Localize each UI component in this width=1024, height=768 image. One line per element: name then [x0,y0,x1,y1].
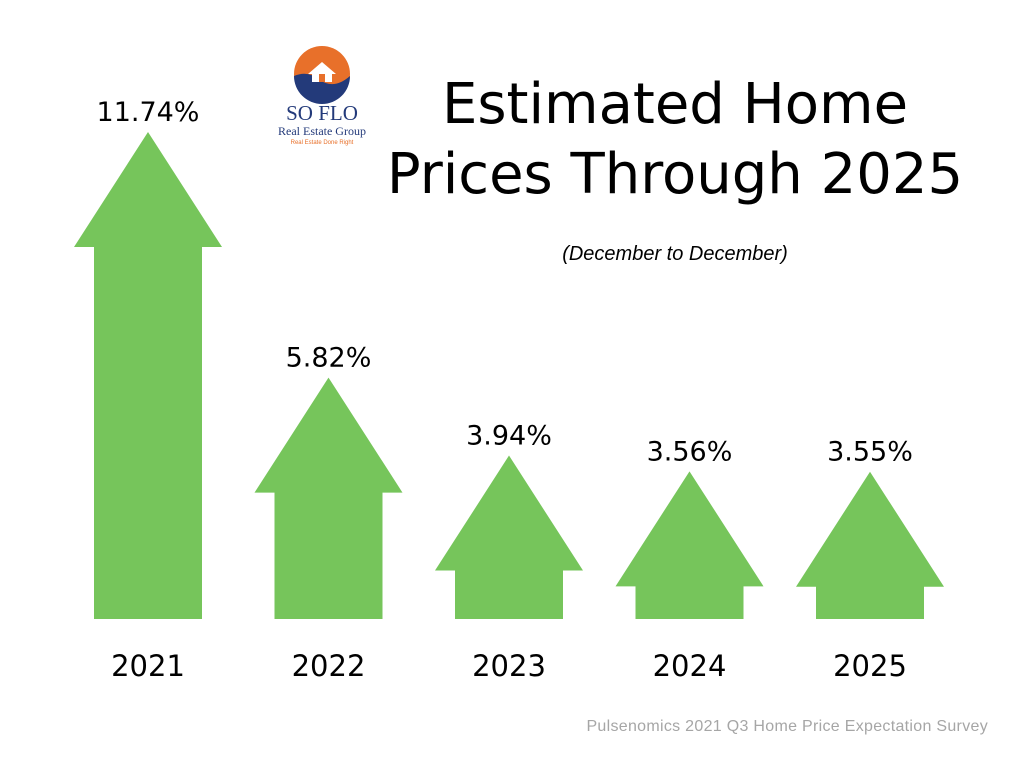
data-label-2025: 3.55% [827,437,913,468]
arrow-bar-2025 [796,471,944,619]
title-line-1: Estimated Home [441,72,909,137]
company-logo: SO FLO Real Estate Group Real Estate Don… [272,44,372,154]
logo-name: SO FLO [286,101,358,125]
arrow-bar-2021 [74,132,222,619]
data-label-2023: 3.94% [466,421,552,452]
arrow-bar-2022 [254,377,403,619]
logo-tagline: Real Estate Done Right [290,140,354,146]
data-label-2024: 3.56% [647,436,733,467]
chart-subtitle: (December to December) [562,243,788,265]
source-note: Pulsenomics 2021 Q3 Home Price Expectati… [586,718,988,735]
arrow-bar-2024 [615,471,764,619]
category-label-2022: 2022 [292,649,366,683]
title-line-2: Prices Through 2025 [386,142,964,207]
category-label-2023: 2023 [472,649,546,683]
category-label-2024: 2024 [653,649,727,683]
data-label-2022: 5.82% [286,343,372,374]
chart-title: Estimated Home Prices Through 2025 [370,70,980,210]
arrow-bar-2023 [435,455,583,619]
category-label-2021: 2021 [111,649,185,683]
category-label-2025: 2025 [833,649,907,683]
house-logo-icon [294,46,350,104]
logo-group: Real Estate Group [278,124,366,138]
data-label-2021: 11.74% [97,97,200,128]
